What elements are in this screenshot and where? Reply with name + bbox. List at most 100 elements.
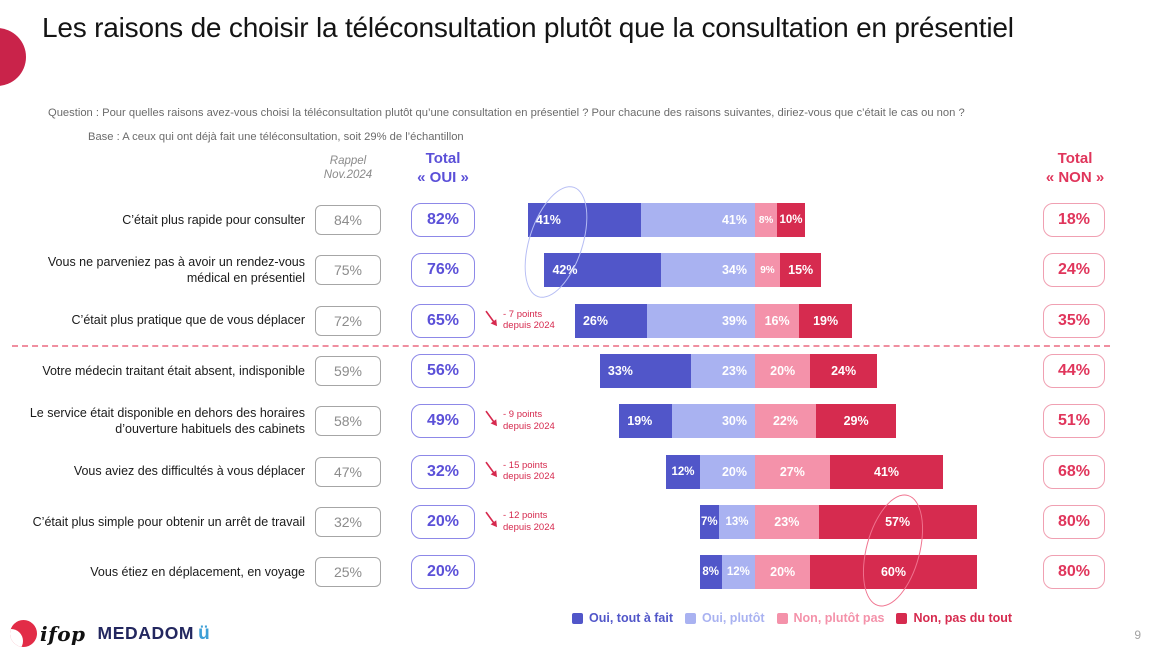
chart-row: Votre médecin traitant était absent, ind… [0, 346, 1165, 396]
total-non-value-box: 44% [1043, 353, 1105, 388]
bar-segment-value: 19% [813, 313, 839, 328]
bar-area: - 12 points depuis 2024 7% 13% 23% 57% [480, 497, 1020, 547]
stacked-bar: 33% 23% 20% 24% [599, 353, 877, 388]
rappel-value-box: 72% [315, 305, 381, 336]
rappel-value-box: 59% [315, 355, 381, 386]
bar-segment: 42% [544, 253, 661, 288]
bar-segment-value: 22% [772, 414, 798, 429]
row-label: Vous ne parveniez pas à avoir un rendez-… [47, 255, 305, 286]
bar-segment-value: 23% [774, 514, 800, 529]
rappel-value-box: 75% [315, 255, 381, 286]
bar-segment-value: 24% [831, 363, 857, 378]
chart-row: Le service était disponible en dehors de… [0, 396, 1165, 446]
ifop-circle-icon [10, 620, 37, 647]
bar-segment: 13% [718, 504, 755, 539]
bar-segment-value: 23% [721, 363, 747, 378]
arrow-down-right-icon [485, 310, 497, 326]
trend-annotation: - 9 points depuis 2024 [484, 409, 580, 433]
column-header-total-oui: Total « OUI » [408, 150, 478, 188]
bar-area: - 9 points depuis 2024 19% 30% 22% 29% [480, 396, 1020, 446]
bar-segment-value: 20% [770, 565, 796, 580]
total-non-header-line2: « NON » [1045, 168, 1105, 186]
question-text: Question : Pour quelles raisons avez-vou… [48, 107, 965, 119]
legend-swatch-icon [776, 612, 788, 624]
bar-segment-value: 26% [582, 313, 608, 328]
bar-area: 41% 41% 8% 10% [480, 195, 1020, 245]
legend-label: Oui, plutôt [702, 611, 765, 625]
bar-segment: 20% [754, 353, 811, 388]
total-oui-header-line1: Total [425, 150, 461, 167]
arrow-down-right-icon [485, 410, 497, 427]
bar-segment-value: 8% [758, 214, 774, 226]
total-oui-value-box: 65% [411, 303, 475, 338]
row-label: C’était plus rapide pour consulter [122, 212, 305, 227]
bar-segment: 60% [810, 555, 977, 590]
medadom-smiley-icon: ü [198, 622, 210, 644]
bar-segment-value: 19% [627, 414, 653, 429]
stacked-bar: 12% 20% 27% 41% [666, 454, 944, 489]
total-non-header-line1: Total [1057, 150, 1093, 167]
total-oui-value-box: 20% [411, 555, 475, 590]
stacked-bar: 7% 13% 23% 57% [699, 504, 977, 539]
bar-segment: 57% [818, 504, 977, 539]
column-header-total-non: Total « NON » [1040, 150, 1110, 188]
base-text: Base : A ceux qui ont déjà fait une télé… [88, 131, 464, 143]
bar-area: 33% 23% 20% 24% [480, 346, 1020, 396]
ifop-logo: ifop [10, 620, 86, 647]
row-label: Vous aviez des difficultés à vous déplac… [73, 464, 305, 479]
chart-legend: Oui, tout à fait Oui, plutôt Non, plutôt p… [572, 611, 1012, 625]
total-non-value-box: 35% [1043, 303, 1105, 338]
rappel-value-box: 32% [315, 506, 381, 537]
chart-row: C’était plus pratique que de vous déplac… [0, 296, 1165, 346]
legend-item: Oui, plutôt [685, 611, 765, 625]
bar-segment: 9% [754, 253, 780, 288]
rappel-value-box: 25% [315, 557, 381, 588]
row-label: C’était plus pratique que de vous déplac… [71, 313, 305, 328]
stacked-bar: 26% 39% 16% 19% [574, 303, 852, 338]
bar-segment: 8% [699, 555, 722, 590]
medadom-logo: MEDADOM ü [98, 623, 210, 645]
total-oui-value-box: 82% [411, 203, 475, 237]
bar-segment: 19% [799, 303, 852, 338]
bar-segment: 23% [691, 353, 755, 388]
chart-row: Vous étiez en déplacement, en voyage 25%… [0, 547, 1165, 597]
bar-segment-value: 60% [880, 565, 906, 580]
bar-segment-value: 8% [702, 566, 719, 579]
bar-segment: 30% [671, 404, 755, 439]
dashed-separator [12, 345, 1110, 347]
bar-segment-value: 57% [885, 514, 911, 529]
total-oui-value-box: 56% [411, 353, 475, 388]
bar-segment: 41% [641, 203, 755, 237]
legend-label: Oui, tout à fait [589, 611, 674, 625]
bar-segment-value: 41% [535, 213, 561, 227]
trend-annotation: - 12 points depuis 2024 [484, 510, 580, 534]
bar-segment-value: 41% [721, 213, 747, 227]
bar-area: 42% 34% 9% 15% [480, 245, 1020, 295]
bar-segment: 34% [660, 253, 755, 288]
ifop-logo-text: ifop [40, 621, 86, 646]
bar-segment-value: 29% [843, 414, 869, 429]
arrow-down-right-icon [485, 461, 497, 477]
legend-swatch-icon [572, 612, 583, 624]
legend-item: Non, plutôt pas [776, 611, 884, 625]
bar-segment: 39% [646, 303, 755, 338]
bar-segment-value: 13% [725, 515, 749, 528]
bar-segment: 19% [619, 404, 672, 439]
bar-area: - 7 points depuis 2024 26% 39% 16% 19% [480, 296, 1020, 346]
bar-segment-value: 30% [721, 414, 747, 429]
medadom-logo-text: MEDADOM [97, 622, 195, 643]
bar-segment: 27% [754, 454, 830, 489]
bar-segment: 24% [810, 353, 877, 388]
bar-area: 8% 12% 20% 60% [480, 547, 1020, 597]
page-number: 9 [1134, 628, 1141, 642]
legend-item: Oui, tout à fait [572, 611, 673, 625]
bar-segment-value: 15% [788, 263, 814, 278]
trend-annotation-text: - 7 points depuis 2024 [503, 308, 555, 332]
chart-row: Vous aviez des difficultés à vous déplac… [0, 447, 1165, 497]
bar-segment: 22% [754, 404, 816, 439]
total-oui-value-box: 32% [411, 454, 475, 489]
legend-swatch-icon [685, 612, 697, 624]
bar-segment: 23% [754, 504, 819, 539]
row-label: Vous étiez en déplacement, en voyage [90, 564, 305, 579]
trend-annotation-text: - 12 points depuis 2024 [503, 509, 555, 533]
